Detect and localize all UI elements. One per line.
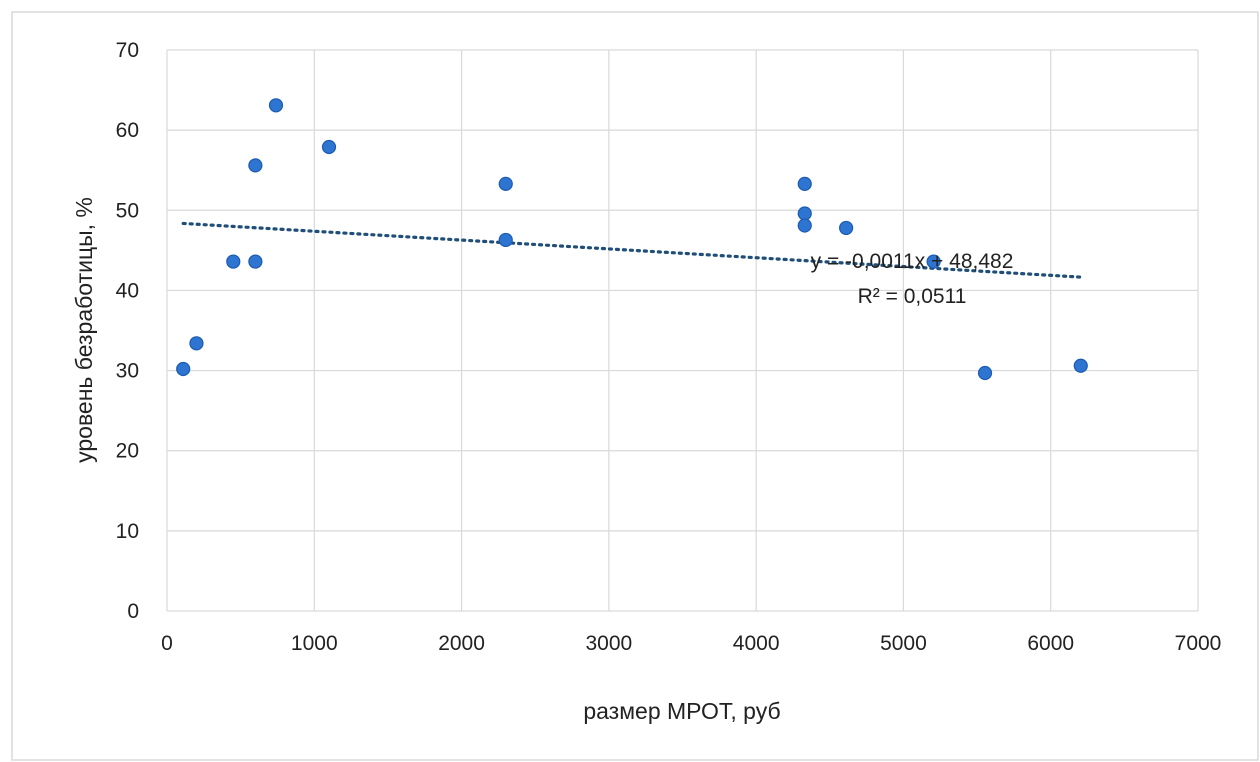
data-point xyxy=(226,254,241,269)
data-point xyxy=(926,254,941,269)
y-tick-label: 50 xyxy=(116,199,139,222)
data-point xyxy=(839,220,854,236)
data-point xyxy=(797,206,812,221)
y-tick-label: 10 xyxy=(116,520,139,543)
data-point xyxy=(268,98,284,113)
x-tick-label: 7000 xyxy=(1175,632,1222,655)
data-point xyxy=(189,336,204,351)
x-tick-label: 3000 xyxy=(585,632,632,655)
x-tick-label: 1000 xyxy=(291,632,338,655)
data-point xyxy=(321,139,337,155)
x-tick-label: 6000 xyxy=(1027,632,1074,655)
data-point xyxy=(498,176,513,191)
y-axis-title: уровень безработицы, % xyxy=(71,197,97,463)
x-tick-label: 5000 xyxy=(880,632,927,655)
data-point xyxy=(797,218,812,233)
trendline-r-squared: R² = 0,0511 xyxy=(858,285,967,308)
data-point xyxy=(797,176,812,191)
data-points xyxy=(176,98,1088,381)
data-point xyxy=(498,232,513,248)
data-point xyxy=(248,158,263,173)
x-tick-label: 2000 xyxy=(438,632,485,655)
y-tick-label: 0 xyxy=(127,600,139,623)
y-tick-labels: 0 10 20 30 40 50 60 70 xyxy=(116,39,139,623)
y-tick-label: 60 xyxy=(116,119,139,142)
x-tick-label: 0 xyxy=(161,632,173,655)
y-tick-label: 40 xyxy=(116,279,139,302)
gridlines xyxy=(166,49,1199,612)
data-point xyxy=(1073,358,1088,373)
y-tick-label: 30 xyxy=(116,360,139,383)
data-point xyxy=(176,361,191,377)
data-point xyxy=(977,365,993,381)
x-tick-label: 4000 xyxy=(733,632,780,655)
data-point xyxy=(248,254,263,269)
x-axis-title: размер МРОТ, руб xyxy=(583,698,780,724)
x-tick-labels: 0 1000 2000 3000 4000 5000 6000 7000 xyxy=(161,632,1221,655)
trendline-equation: y = -0,0011x + 48,482 xyxy=(811,250,1014,273)
y-tick-label: 70 xyxy=(116,39,139,62)
y-tick-label: 20 xyxy=(116,440,139,463)
